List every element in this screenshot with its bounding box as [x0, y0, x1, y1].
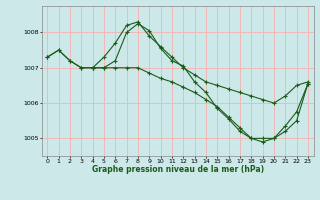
X-axis label: Graphe pression niveau de la mer (hPa): Graphe pression niveau de la mer (hPa): [92, 165, 264, 174]
